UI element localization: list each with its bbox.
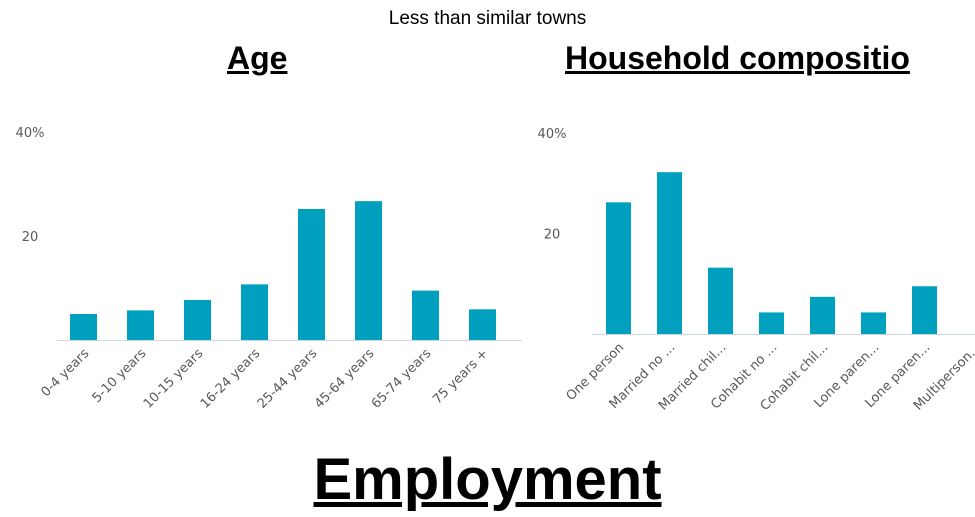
household-ytick-label: 40% [538,127,567,142]
household-bar-5 [810,296,835,334]
employment-title: Employment [313,447,662,512]
age-bar-7 [412,290,439,340]
age-bar-1 [70,314,97,340]
age-bar-3 [184,299,211,340]
age-bar-4 [241,284,268,340]
age-bar-5 [298,208,325,340]
subtitle-note: Less than similar towns [388,8,587,29]
age-chart-title: Age [227,40,288,76]
household-bar-2 [657,172,682,334]
household-bar-3 [708,267,733,334]
age-ytick-label: 20 [22,230,39,245]
household-bar-6 [861,312,886,334]
household-chart-title: Household compositio [565,40,910,76]
age-ytick-label: 40% [16,126,45,141]
household-ytick-label: 20 [544,228,561,243]
household-bar-7 [912,286,937,334]
age-bar-6 [355,201,382,340]
household-bar-1 [606,202,631,334]
household-bar-4 [759,312,784,334]
age-bar-2 [127,310,154,340]
age-bar-8 [469,309,496,340]
